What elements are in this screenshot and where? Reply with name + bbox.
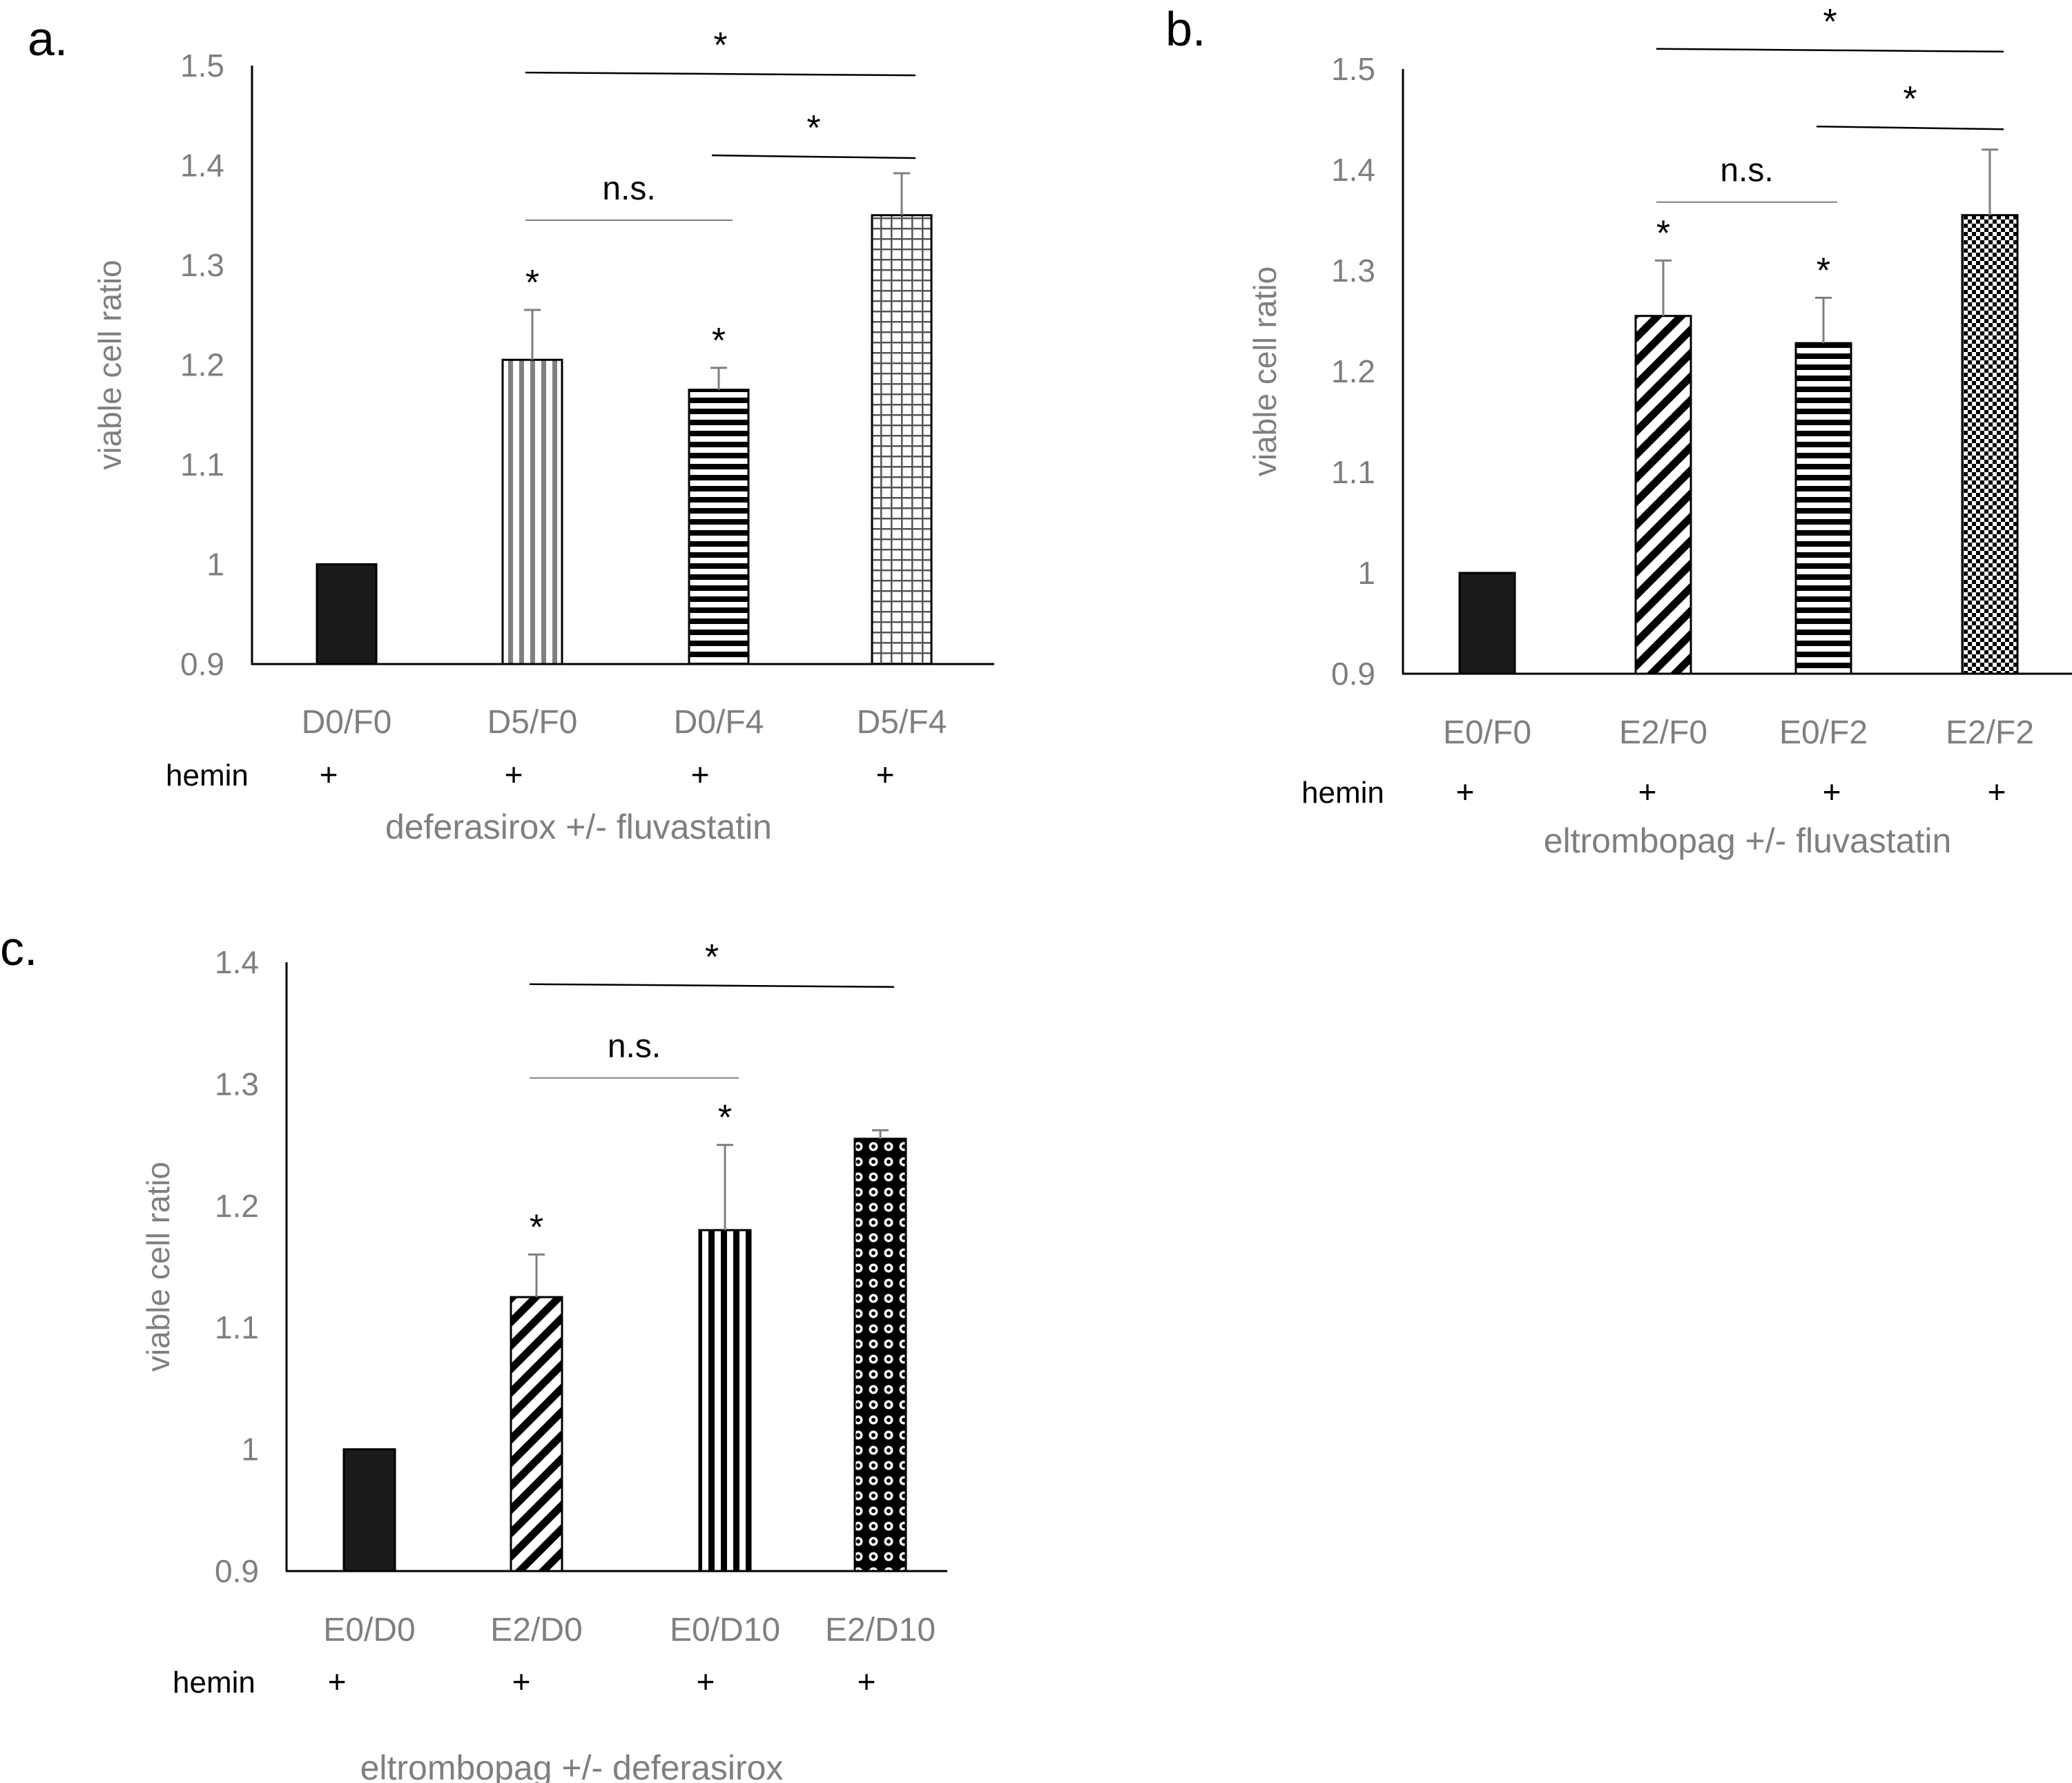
y-tick-label: 1.3 — [180, 247, 224, 283]
comparison-star: * — [806, 108, 820, 148]
y-tick-label: 1.5 — [1331, 51, 1375, 87]
y-tick-label: 1 — [206, 547, 224, 583]
comparison-star: * — [1823, 2, 1837, 42]
hemin-plus-mark: + — [691, 757, 710, 792]
hemin-plus-mark: + — [512, 1664, 531, 1699]
not-significant-label: n.s. — [602, 170, 655, 207]
x-axis-label: eltrombopag +/- deferasirox — [360, 1748, 784, 1783]
y-tick-label: 0.9 — [215, 1553, 259, 1589]
panel-b-chart: b. 0.9 1 1.1 1.2 1.3 1.4 1.5 viable cell ratio E0… — [1165, 2, 2072, 860]
x-tick-label: E0/F0 — [1443, 714, 1531, 751]
not-significant-label: n.s. — [1720, 153, 1773, 189]
hemin-label: hemin — [1301, 776, 1384, 810]
y-tick-label: 1.1 — [180, 447, 224, 483]
panel-label: b. — [1165, 2, 1206, 56]
x-tick-label: E2/D0 — [490, 1612, 582, 1648]
significance-star: * — [712, 321, 726, 361]
x-tick-label: D0/F4 — [674, 704, 764, 741]
bar — [698, 1229, 752, 1572]
comparison-star: * — [1903, 79, 1917, 119]
panel-label: c. — [0, 922, 37, 975]
y-tick-label: 1.4 — [215, 944, 259, 980]
bar — [510, 1296, 563, 1572]
bar — [501, 358, 563, 665]
comparison-star: * — [713, 26, 727, 66]
comparison-star: * — [705, 937, 719, 977]
x-tick-label: D5/F4 — [857, 704, 947, 741]
panel-label: a. — [28, 12, 68, 66]
hemin-plus-mark: + — [505, 757, 523, 792]
y-tick-label: 0.9 — [1331, 656, 1375, 692]
y-tick-label: 0.9 — [180, 646, 224, 682]
y-tick-label: 1 — [241, 1432, 259, 1468]
significance-star: * — [718, 1098, 732, 1138]
y-tick-label: 1.4 — [1331, 152, 1375, 188]
hemin-plus-mark: + — [328, 1664, 347, 1699]
bar — [342, 1448, 396, 1572]
not-significant-label: n.s. — [608, 1029, 661, 1065]
bar — [1634, 315, 1692, 675]
y-tick-label: 1.2 — [215, 1188, 259, 1224]
significance-star: * — [1656, 213, 1670, 253]
comparison-line — [1816, 125, 2004, 130]
bar — [688, 389, 750, 665]
hemin-plus-mark: + — [1638, 774, 1657, 810]
hemin-label: hemin — [173, 1666, 255, 1699]
y-tick-label: 1.2 — [1331, 353, 1375, 389]
x-axis-label: deferasirox +/- fluvastatin — [385, 808, 772, 846]
x-tick-label: E0/D0 — [323, 1612, 415, 1648]
y-tick-label: 1.2 — [180, 347, 224, 383]
panel-c-chart: c. 0.9 1 1.1 1.2 1.3 1.4 viable cell ratio E0/D0… — [0, 922, 947, 1783]
hemin-plus-mark: + — [1988, 774, 2006, 810]
hemin-plus-mark: + — [1456, 774, 1475, 810]
x-tick-label: E2/F2 — [1946, 714, 2034, 751]
y-axis-label: viable cell ratio — [1247, 266, 1283, 476]
bar — [853, 1138, 907, 1572]
hemin-plus-mark: + — [1823, 774, 1841, 810]
significance-star: * — [1817, 251, 1830, 291]
comparison-line — [529, 983, 895, 988]
hemin-plus-mark: + — [876, 757, 895, 792]
y-tick-label: 1.4 — [180, 148, 224, 184]
x-axis-label: eltrombopag +/- fluvastatin — [1544, 821, 1952, 860]
hemin-plus-mark: + — [858, 1664, 876, 1699]
hemin-plus-mark: + — [320, 757, 338, 792]
y-axis-label: viable cell ratio — [140, 1162, 176, 1372]
bar — [871, 214, 933, 665]
x-tick-label: D5/F0 — [487, 704, 578, 741]
x-tick-label: D0/F0 — [302, 704, 392, 741]
hemin-label: hemin — [166, 759, 249, 792]
comparison-line — [525, 71, 916, 77]
y-tick-label: 1.3 — [1331, 253, 1375, 289]
significance-star: * — [525, 263, 539, 303]
comparison-line — [711, 154, 916, 159]
hemin-plus-mark: + — [697, 1664, 715, 1699]
bar — [1458, 572, 1516, 675]
x-tick-label: E2/D10 — [825, 1612, 936, 1648]
y-tick-label: 1.5 — [180, 48, 224, 84]
y-axis-label: viable cell ratio — [92, 260, 128, 469]
bar — [1961, 214, 2019, 675]
x-tick-label: E2/F0 — [1619, 714, 1707, 751]
y-tick-label: 1.1 — [1331, 454, 1375, 490]
y-tick-label: 1 — [1357, 555, 1375, 591]
comparison-line — [1656, 48, 2004, 53]
x-tick-label: E0/D10 — [670, 1612, 780, 1648]
y-tick-label: 1.3 — [215, 1066, 259, 1102]
significance-star: * — [530, 1207, 543, 1247]
panel-a-chart: a. 0.9 1 1.1 1.2 1.3 1.4 1.5 viable cell ratio D0… — [28, 12, 994, 846]
y-tick-label: 1.1 — [215, 1309, 259, 1345]
bar — [1794, 342, 1852, 675]
bar — [316, 563, 378, 665]
x-tick-label: E0/F2 — [1779, 714, 1868, 751]
